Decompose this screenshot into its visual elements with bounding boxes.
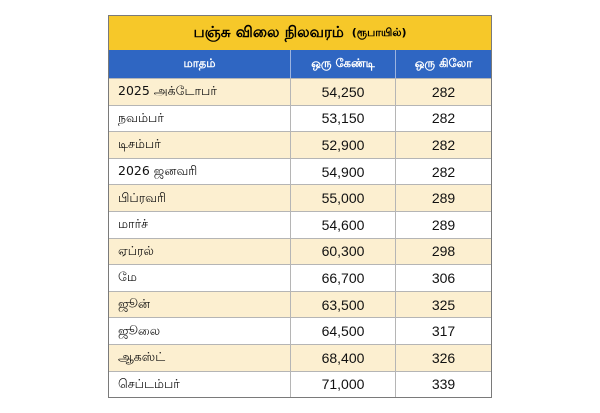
cell-per-candy: 53,150	[290, 105, 395, 132]
cell-month: ஆகஸ்ட்	[118, 349, 166, 365]
cell-per-kilo: 282	[395, 158, 491, 185]
cell-per-candy: 63,500	[290, 291, 395, 318]
header-month: மாதம்	[183, 56, 216, 70]
cell-per-candy: 54,250	[290, 79, 395, 105]
table-row: செப்டம்பர் 71,000 339	[109, 370, 491, 398]
cell-per-candy: 64,500	[290, 318, 395, 344]
cell-per-candy: 54,600	[290, 211, 395, 238]
cell-month: மே	[118, 269, 137, 285]
cell-month: டிசம்பர்	[118, 136, 161, 152]
cell-month: பிப்ரவரி	[118, 189, 167, 205]
cell-per-kilo: 306	[395, 265, 491, 291]
cell-per-candy: 66,700	[290, 265, 395, 291]
table-row: மார்ச் 54,600 289	[109, 210, 491, 238]
cell-per-kilo: 325	[395, 291, 491, 318]
cell-per-kilo: 326	[395, 344, 491, 371]
cell-per-candy: 68,400	[290, 344, 395, 371]
cell-per-kilo: 282	[395, 105, 491, 132]
table-row: டிசம்பர் 52,900 282	[109, 131, 491, 158]
table-row: 2025 அக்டோபர் 54,250 282	[109, 78, 491, 105]
cell-per-kilo: 282	[395, 79, 491, 105]
table-row: பிப்ரவரி 55,000 289	[109, 184, 491, 211]
table-unit-note: (ரூபாயில்)	[351, 25, 407, 39]
cell-per-kilo: 317	[395, 318, 491, 344]
cell-month: 2026 ஜனவரி	[118, 163, 198, 179]
table-title-bar: பஞ்சு விலை நிலவரம் (ரூபாயில்)	[109, 16, 491, 50]
cell-per-candy: 60,300	[290, 238, 395, 265]
cell-month: ஏப்ரல்	[118, 242, 154, 258]
cell-month: 2025 அக்டோபர்	[118, 83, 217, 99]
table-row: ஆகஸ்ட் 68,400 326	[109, 343, 491, 371]
cell-per-candy: 71,000	[290, 371, 395, 398]
cell-per-candy: 54,900	[290, 158, 395, 185]
cell-per-candy: 55,000	[290, 185, 395, 211]
table-row: ஜூலை 64,500 317	[109, 317, 491, 344]
cotton-price-table: பஞ்சு விலை நிலவரம் (ரூபாயில்) மாதம் ஒரு …	[108, 15, 492, 398]
cell-month: செப்டம்பர்	[118, 375, 180, 391]
table-row: ஏப்ரல் 60,300 298	[109, 237, 491, 265]
cell-per-candy: 52,900	[290, 132, 395, 158]
cell-per-kilo: 282	[395, 132, 491, 158]
table-row: மே 66,700 306	[109, 264, 491, 291]
cell-per-kilo: 298	[395, 238, 491, 265]
table-body: 2025 அக்டோபர் 54,250 282 நவம்பர் 53,150 …	[109, 78, 491, 398]
cell-month: ஜூலை	[118, 322, 161, 338]
table-header-row: மாதம் ஒரு கேண்டி ஒரு கிலோ	[109, 50, 491, 78]
cell-month: ஜூன்	[118, 296, 151, 312]
table-row: நவம்பர் 53,150 282	[109, 104, 491, 132]
table-title: பஞ்சு விலை நிலவரம்	[193, 23, 344, 41]
cell-month: மார்ச்	[118, 216, 149, 232]
header-per-kilo: ஒரு கிலோ	[395, 50, 491, 78]
table-row: ஜூன் 63,500 325	[109, 290, 491, 318]
cell-month: நவம்பர்	[118, 109, 164, 125]
cell-per-kilo: 289	[395, 211, 491, 238]
cell-per-kilo: 289	[395, 185, 491, 211]
table-row: 2026 ஜனவரி 54,900 282	[109, 157, 491, 185]
header-per-candy: ஒரு கேண்டி	[290, 50, 395, 78]
cell-per-kilo: 339	[395, 371, 491, 398]
